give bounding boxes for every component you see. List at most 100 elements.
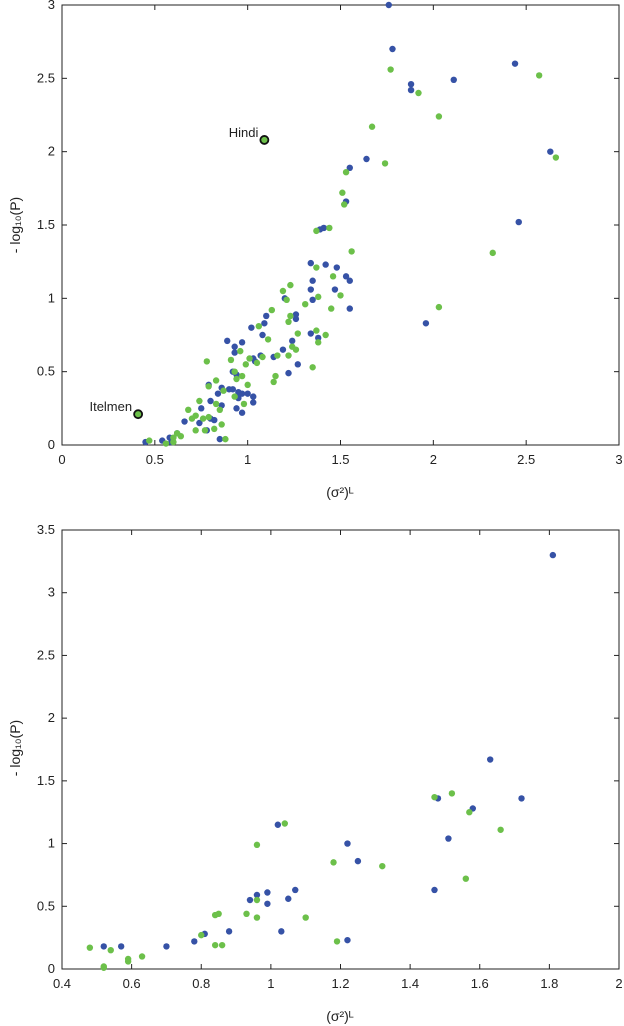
y-axis-label: - log₁₀(P) bbox=[7, 720, 23, 776]
green-data-point bbox=[201, 427, 209, 434]
green-data-point bbox=[253, 359, 261, 367]
blue-data-point bbox=[163, 943, 170, 950]
blue-data-point bbox=[445, 835, 452, 842]
blue-data-point bbox=[518, 795, 525, 802]
blue-data-point bbox=[511, 60, 519, 67]
green-data-point bbox=[218, 941, 226, 949]
green-data-point bbox=[212, 377, 220, 384]
blue-data-point bbox=[231, 343, 238, 350]
green-data-point bbox=[211, 941, 219, 949]
green-data-point bbox=[466, 809, 473, 816]
blue-data-point bbox=[407, 86, 415, 94]
blue-data-point bbox=[294, 361, 301, 368]
blue-data-point bbox=[229, 386, 237, 393]
blue-data-point bbox=[547, 148, 554, 155]
blue-data-point bbox=[225, 928, 233, 935]
y-tick-label: 0.5 bbox=[37, 898, 55, 913]
green-data-point bbox=[285, 352, 292, 359]
x-tick-label: 2 bbox=[430, 452, 437, 467]
x-tick-label: 1.4 bbox=[401, 976, 419, 991]
green-data-point bbox=[328, 305, 335, 312]
blue-data-point bbox=[231, 349, 238, 356]
blue-data-point bbox=[333, 264, 340, 271]
green-data-point bbox=[253, 914, 261, 921]
green-data-point bbox=[253, 841, 261, 849]
blue-data-point bbox=[207, 397, 214, 405]
green-data-point bbox=[302, 301, 309, 308]
green-data-point bbox=[240, 400, 248, 408]
y-tick-label: 2 bbox=[48, 710, 55, 725]
green-data-point bbox=[237, 347, 244, 355]
blue-data-point bbox=[344, 936, 351, 944]
blue-data-point bbox=[549, 551, 557, 559]
blue-data-point bbox=[344, 840, 351, 847]
green-data-point bbox=[244, 381, 251, 389]
blue-data-point bbox=[246, 896, 254, 904]
blue-data-point bbox=[264, 900, 271, 907]
blue-data-point bbox=[322, 261, 329, 268]
green-data-point bbox=[274, 352, 281, 359]
x-tick-label: 1.8 bbox=[540, 976, 558, 991]
blue-data-point bbox=[238, 339, 246, 346]
x-tick-label: 0.8 bbox=[192, 976, 210, 991]
blue-data-point bbox=[385, 1, 392, 9]
green-data-point bbox=[216, 406, 224, 413]
green-data-point bbox=[315, 293, 322, 301]
y-tick-label: 0.5 bbox=[37, 364, 55, 379]
y-tick-label: 2.5 bbox=[37, 70, 55, 85]
green-data-point bbox=[138, 953, 146, 960]
green-data-point bbox=[294, 330, 301, 337]
green-data-point bbox=[211, 911, 219, 919]
blue-data-point bbox=[486, 756, 494, 763]
green-data-point bbox=[302, 914, 309, 921]
point-annotation: Itelmen bbox=[89, 399, 132, 414]
green-data-point bbox=[348, 248, 355, 255]
green-data-point bbox=[177, 433, 185, 440]
blue-data-point bbox=[307, 259, 314, 267]
x-tick-label: 1.6 bbox=[471, 976, 489, 991]
green-data-point bbox=[107, 946, 114, 954]
x-tick-label: 1.5 bbox=[331, 452, 349, 467]
green-data-point bbox=[322, 331, 329, 339]
green-data-point bbox=[270, 378, 277, 386]
y-tick-label: 2 bbox=[48, 144, 55, 159]
x-axis-label: (σ²)ᴸ bbox=[326, 484, 354, 500]
green-data-point bbox=[199, 415, 207, 422]
blue-data-point bbox=[354, 857, 362, 865]
y-tick-label: 3.5 bbox=[37, 522, 55, 537]
green-data-point bbox=[462, 875, 470, 882]
blue-data-point bbox=[250, 393, 257, 400]
green-data-point bbox=[86, 944, 94, 951]
y-tick-label: 0 bbox=[48, 437, 55, 452]
green-data-point bbox=[233, 375, 240, 383]
blue-data-point bbox=[248, 324, 255, 331]
green-data-point bbox=[170, 438, 177, 446]
green-data-point bbox=[431, 793, 438, 801]
blue-data-point bbox=[407, 81, 415, 88]
green-data-point bbox=[381, 160, 389, 167]
green-data-point bbox=[253, 896, 261, 904]
green-data-point bbox=[329, 273, 337, 280]
green-data-point bbox=[448, 790, 456, 797]
green-data-point bbox=[231, 393, 238, 400]
highlighted-data-point bbox=[259, 135, 270, 145]
blue-data-point bbox=[346, 277, 353, 284]
x-tick-label: 0.4 bbox=[53, 976, 71, 991]
green-data-point bbox=[100, 964, 107, 971]
y-tick-label: 2.5 bbox=[37, 647, 55, 662]
chart-panel-bottom: (σ²)ᴸ - log₁₀(P) 0.4 0.6 0.8 1 1.2 1.4 1.6 1.8 2… bbox=[7, 522, 623, 1024]
green-data-point bbox=[313, 327, 320, 334]
blue-data-point bbox=[250, 399, 257, 406]
blue-data-point bbox=[431, 886, 438, 894]
green-data-point bbox=[255, 323, 263, 330]
blue-data-point bbox=[214, 390, 222, 397]
blue-data-point bbox=[263, 312, 270, 320]
blue-data-point bbox=[315, 334, 322, 342]
green-data-point bbox=[489, 249, 496, 257]
plot-frame bbox=[61, 529, 620, 970]
green-data-point bbox=[313, 264, 320, 271]
green-data-point bbox=[222, 435, 229, 443]
blue-data-point bbox=[307, 330, 314, 337]
green-data-point bbox=[272, 372, 279, 380]
